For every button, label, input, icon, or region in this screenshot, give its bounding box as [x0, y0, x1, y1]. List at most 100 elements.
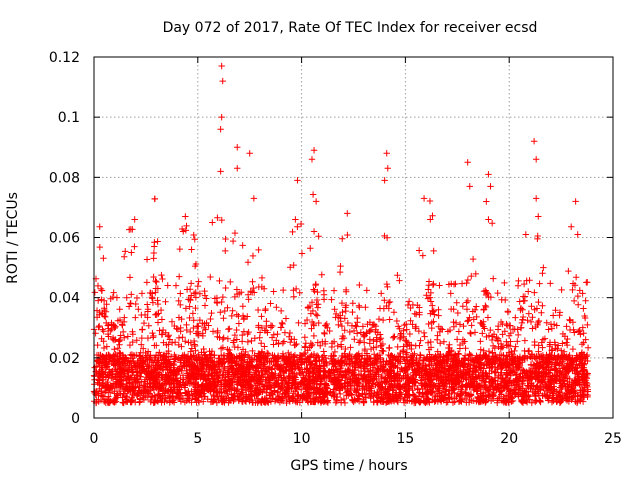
data-point	[203, 295, 209, 301]
data-point	[236, 320, 242, 326]
data-point	[100, 255, 106, 261]
data-point	[374, 338, 380, 344]
data-point	[102, 314, 108, 320]
data-point	[239, 242, 245, 248]
data-point	[473, 303, 479, 309]
data-point	[259, 275, 265, 281]
data-point	[429, 325, 435, 331]
data-point	[154, 238, 160, 244]
data-point	[158, 272, 164, 278]
data-point	[92, 289, 98, 295]
data-point	[152, 312, 158, 318]
data-point	[461, 338, 467, 344]
data-point	[538, 310, 544, 316]
data-point	[230, 238, 236, 244]
data-point	[217, 309, 223, 315]
data-point	[371, 399, 377, 405]
data-point	[465, 317, 471, 323]
data-point	[97, 224, 103, 230]
data-point	[195, 278, 201, 284]
data-point	[582, 298, 588, 304]
data-point	[222, 285, 228, 291]
data-point	[394, 318, 400, 324]
data-point	[339, 323, 345, 329]
data-point	[210, 328, 216, 334]
data-point	[516, 298, 522, 304]
data-point	[234, 311, 240, 317]
data-point	[514, 338, 520, 344]
data-point	[124, 294, 130, 300]
data-point	[512, 343, 518, 349]
data-point	[394, 344, 400, 350]
data-point	[403, 338, 409, 344]
data-point	[337, 269, 343, 275]
data-point	[565, 268, 571, 274]
data-point	[501, 280, 507, 286]
data-point	[121, 254, 127, 260]
data-point	[294, 224, 300, 230]
data-point	[94, 342, 100, 348]
data-point	[216, 278, 222, 284]
data-point	[302, 334, 308, 340]
data-point	[226, 326, 232, 332]
data-point	[378, 290, 384, 296]
data-point	[387, 299, 393, 305]
data-point	[131, 243, 137, 249]
data-point	[263, 318, 269, 324]
data-point	[188, 280, 194, 286]
data-point	[128, 291, 134, 297]
data-point	[267, 300, 273, 306]
data-point	[434, 337, 440, 343]
data-point	[274, 331, 280, 337]
data-point	[531, 339, 537, 345]
data-point	[220, 294, 226, 300]
data-point	[556, 312, 562, 318]
data-point	[177, 290, 183, 296]
data-point	[95, 283, 101, 289]
data-point	[465, 277, 471, 283]
data-point	[519, 320, 525, 326]
data-point	[271, 332, 277, 338]
data-point	[515, 283, 521, 289]
data-point	[441, 339, 447, 345]
data-point	[97, 244, 103, 250]
data-point	[347, 329, 353, 335]
data-point	[262, 307, 268, 313]
data-point	[521, 348, 527, 354]
data-point	[117, 306, 123, 312]
data-point	[249, 279, 255, 285]
data-point	[331, 306, 337, 312]
data-point	[466, 351, 472, 357]
data-point	[144, 256, 150, 262]
data-point	[295, 320, 301, 326]
data-point	[421, 333, 427, 339]
data-point	[153, 279, 159, 285]
data-point	[446, 341, 452, 347]
data-point	[528, 303, 534, 309]
data-point	[378, 342, 384, 348]
data-point	[356, 303, 362, 309]
data-point	[150, 255, 156, 261]
data-point	[378, 335, 384, 341]
data-point	[455, 310, 461, 316]
data-point	[351, 336, 357, 342]
data-point	[435, 307, 441, 313]
data-point	[192, 236, 198, 242]
data-point	[232, 230, 238, 236]
data-point	[195, 283, 201, 289]
data-point	[279, 320, 285, 326]
data-point	[239, 332, 245, 338]
data-point	[240, 303, 246, 309]
data-point	[183, 223, 189, 229]
data-point	[563, 323, 569, 329]
data-point	[331, 287, 337, 293]
data-point	[222, 248, 228, 254]
data-point	[222, 236, 228, 242]
data-point	[229, 313, 235, 319]
data-point	[299, 250, 305, 256]
data-point	[577, 287, 583, 293]
data-point	[579, 341, 585, 347]
data-point	[529, 325, 535, 331]
data-point	[321, 331, 327, 337]
